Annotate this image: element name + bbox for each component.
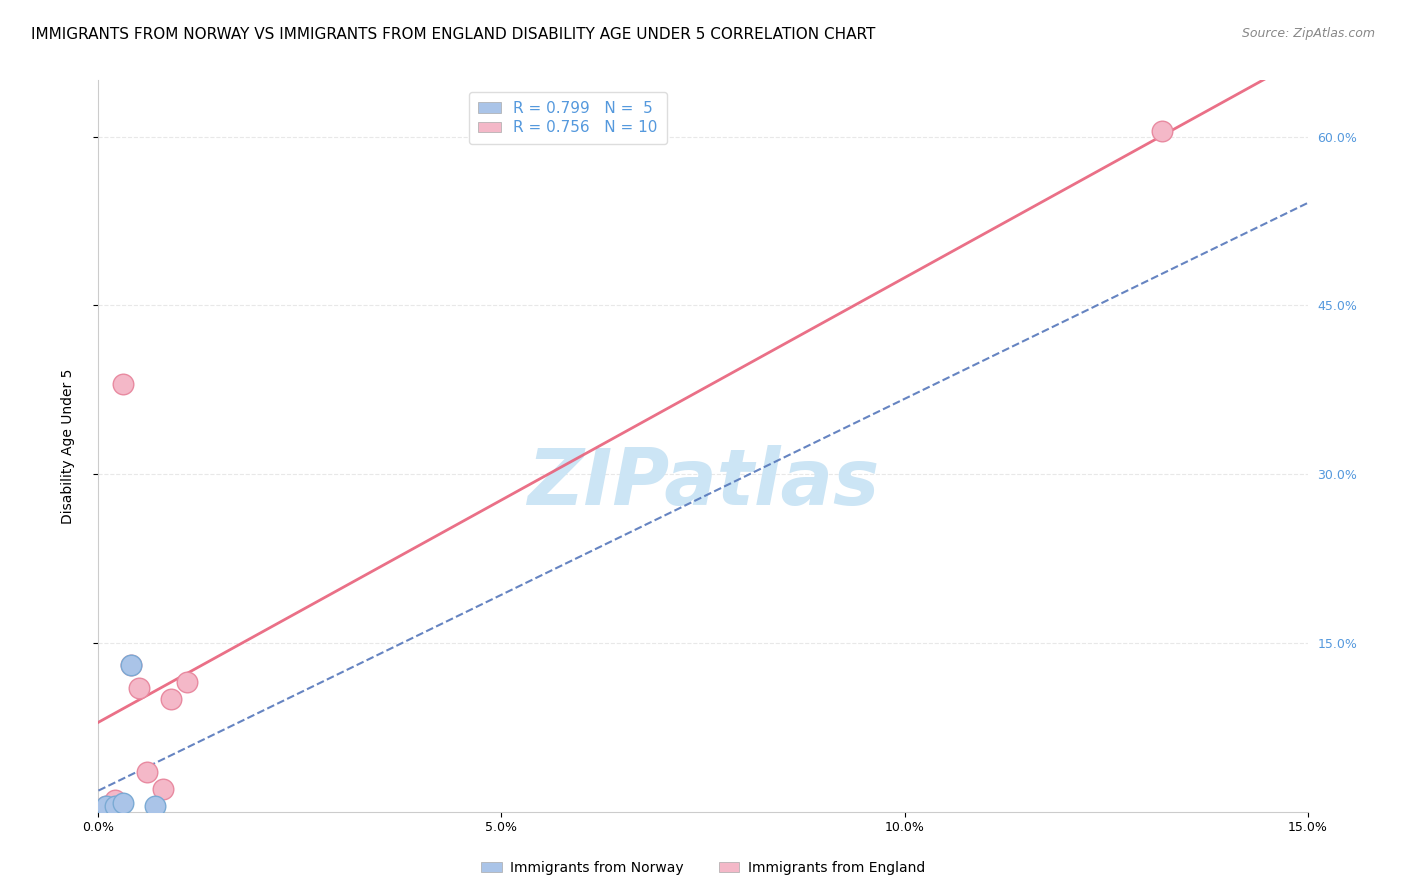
Legend: R = 0.799   N =  5, R = 0.756   N = 10: R = 0.799 N = 5, R = 0.756 N = 10 (468, 92, 666, 145)
Point (152, 782, 174, 797)
Point (128, 681, 150, 695)
Point (120, 658, 142, 673)
Text: Source: ZipAtlas.com: Source: ZipAtlas.com (1241, 27, 1375, 40)
Legend: Immigrants from Norway, Immigrants from England: Immigrants from Norway, Immigrants from … (475, 855, 931, 880)
Text: ZIPatlas: ZIPatlas (527, 444, 879, 521)
Point (96, 799, 118, 814)
Point (143, 799, 166, 814)
Point (160, 692, 183, 706)
Point (103, 799, 125, 814)
Text: IMMIGRANTS FROM NORWAY VS IMMIGRANTS FROM ENGLAND DISABILITY AGE UNDER 5 CORRELA: IMMIGRANTS FROM NORWAY VS IMMIGRANTS FRO… (31, 27, 876, 42)
Point (120, 658, 142, 673)
Point (103, 793, 125, 807)
Point (176, 675, 198, 690)
Point (111, 796, 134, 810)
Point (111, 377, 134, 392)
Point (1152, 124, 1174, 138)
Point (96, 799, 118, 814)
Point (135, 765, 157, 780)
Y-axis label: Disability Age Under 5: Disability Age Under 5 (60, 368, 75, 524)
